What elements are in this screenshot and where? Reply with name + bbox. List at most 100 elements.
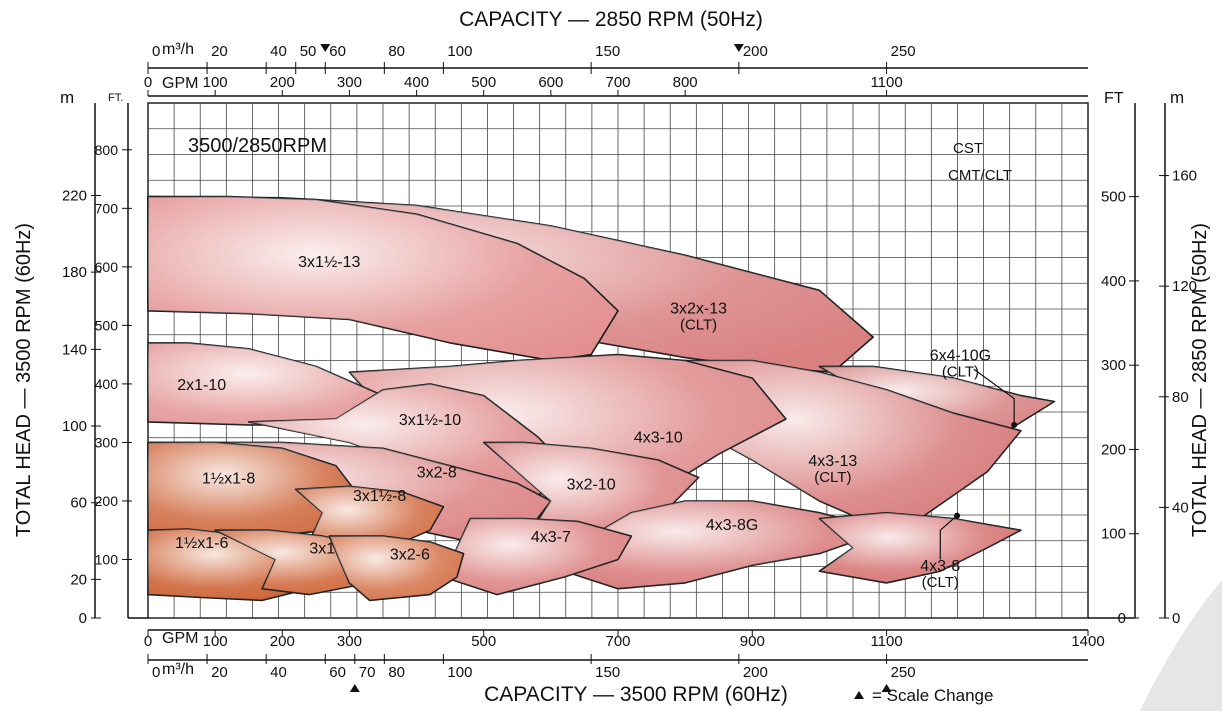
bottom-gpm-tick-label: 100 [203,633,228,650]
corner-speed-label: 3500/2850RPM [188,135,327,157]
pump-region: 3x1½-13 [147,195,619,362]
pump-region-label: 3x1½-10 [399,412,461,429]
bottom-m3h-tick-label: 20 [211,664,228,681]
pump-region-label: 4x3-7 [531,529,571,546]
right-ft-tick-label: 100 [1101,526,1126,543]
pump-region-label: 4x3-13 [808,453,857,470]
right-ft-tick-label: 300 [1101,357,1126,374]
left-ft-unit: FT. [108,92,123,104]
bottom-gpm-unit: GPM [162,630,198,647]
right-ft-unit: FT [1104,90,1124,107]
top-gpm-tick-label: 100 [203,74,228,91]
pump-region-label: 3x2-6 [390,546,430,563]
top-gpm-tick-label: 600 [538,74,563,91]
pump-region-highlight [148,442,363,537]
bottom-gpm-tick-label: 700 [605,633,630,650]
bottom-gpm-tick-label: 1400 [1071,633,1104,650]
series-label-cst: CST [953,140,983,157]
bottom-m3h-tick-label: 0 [152,664,160,681]
top-m3h-tick-label: 20 [211,43,228,60]
left-ft-tick-label: 300 [95,434,119,450]
top-m3h-tick-label: 100 [447,43,472,60]
right-ft-tick-label: 400 [1101,273,1126,290]
pump-region-highlight [819,512,1021,583]
pump-region: 3x2-6 [328,535,465,602]
right-m-tick-label: 160 [1172,168,1197,185]
bottom-m3h-tick-label: 80 [388,664,405,681]
bottom-gpm-tick-label: 300 [337,633,362,650]
top-gpm-tick-label: 400 [404,74,429,91]
top-m3h-tick-label: 0 [152,43,160,60]
pump-region-label: 4x3-8 [920,558,960,575]
pump-region-highlight [148,196,618,361]
pump-region-sublabel: (CLT) [922,574,959,591]
scale-change-legend-marker [854,691,864,699]
bottom-m3h-tick-label: 150 [595,664,620,681]
pump-region-label: 1½x1-8 [202,470,255,487]
scale-change-note: = Scale Change [872,686,993,705]
right-m-tick-label: 40 [1172,499,1189,516]
chart-title-top: CAPACITY — 2850 RPM (50Hz) [459,8,763,31]
left-ft-tick-label: 500 [95,317,119,333]
bottom-gpm-tick-label: 1100 [870,633,902,650]
pump-region-label: 3x1½-8 [353,488,406,505]
pump-regions: 3x2x-13(CLT)3x1½-136x4-10G(CLT)4x3-13(CL… [147,195,1056,602]
pump-region-label: 4x3-10 [634,429,683,446]
right-ft-tick-label: 200 [1101,441,1126,458]
left-ft-tick-label: 800 [95,142,119,158]
leader-dot-6x4-10g [1011,421,1018,428]
bottom-m3h-tick-label: 100 [447,664,472,681]
scale-change-marker [733,44,744,52]
pump-region-label: 6x4-10G [930,348,991,365]
bottom-m3h-unit: m³/h [162,661,194,678]
left-m-tick-label: 20 [70,571,87,588]
pump-region-label: 4x3-8G [706,517,758,534]
left-m-tick-label: 180 [62,264,87,281]
top-gpm-tick-label: 300 [337,74,362,91]
top-gpm-tick-label: 700 [605,74,630,91]
pump-region-label: 3x2x-13 [670,301,727,318]
left-ft-tick-label: 400 [95,376,119,392]
leader-line-6x4-10g [973,368,1015,425]
bottom-gpm-tick-label: 200 [270,633,295,650]
pump-region-highlight [329,536,464,601]
top-m3h-unit: m³/h [162,41,194,58]
top-gpm-tick-label: 1100 [870,74,902,91]
pump-region: 4x3-8G [563,500,888,590]
left-m-unit: m [60,88,74,107]
pump-region-highlight [248,383,578,501]
leader-dot-4x3-8 [954,512,961,519]
top-m3h-tick-label: 150 [595,43,620,60]
pump-region: 4x3-8(CLT) [818,511,1022,591]
leader-line-4x3-8 [939,515,958,560]
left-m-tick-label: 220 [62,187,87,204]
pump-region-sublabel: (CLT) [942,364,979,381]
left-ft-tick-label: 200 [95,493,119,509]
bottom-m3h-tick-label: 60 [329,664,346,681]
chart-title-bottom: CAPACITY — 3500 RPM (60Hz) [484,683,788,706]
bottom-m3h-tick-label: 200 [743,664,768,681]
top-m3h-tick-label: 250 [891,43,916,60]
pump-region-highlight [819,366,1055,437]
pump-region-label: 1½x1-6 [175,535,228,552]
pump-region-highlight [564,501,887,589]
right-m-tick-label: 0 [1172,610,1180,627]
left-ft-tick-label: 700 [95,200,119,216]
top-m3h-tick-label: 80 [388,43,405,60]
top-m3h-tick-label: 40 [270,43,287,60]
left-m-tick-label: 140 [62,341,87,358]
pump-region-highlight [443,518,632,595]
scale-change-marker [320,44,331,52]
series-label-cmt-clt: CMT/CLT [948,167,1012,184]
pump-region-label: 3x2-10 [567,476,616,493]
left-m-tick-label: 0 [79,610,87,627]
left-axis-title: TOTAL HEAD — 3500 RPM (60Hz) [13,223,35,537]
top-m3h-tick-label: 50 [300,43,317,60]
left-m-tick-label: 100 [62,418,87,435]
left-m-tick-label: 60 [70,495,87,512]
pump-region-sublabel: (CLT) [814,469,851,486]
right-axis-title: TOTAL HEAD — 2850 RPM (50Hz) [1189,223,1211,537]
top-m3h-tick-label: 200 [743,43,768,60]
